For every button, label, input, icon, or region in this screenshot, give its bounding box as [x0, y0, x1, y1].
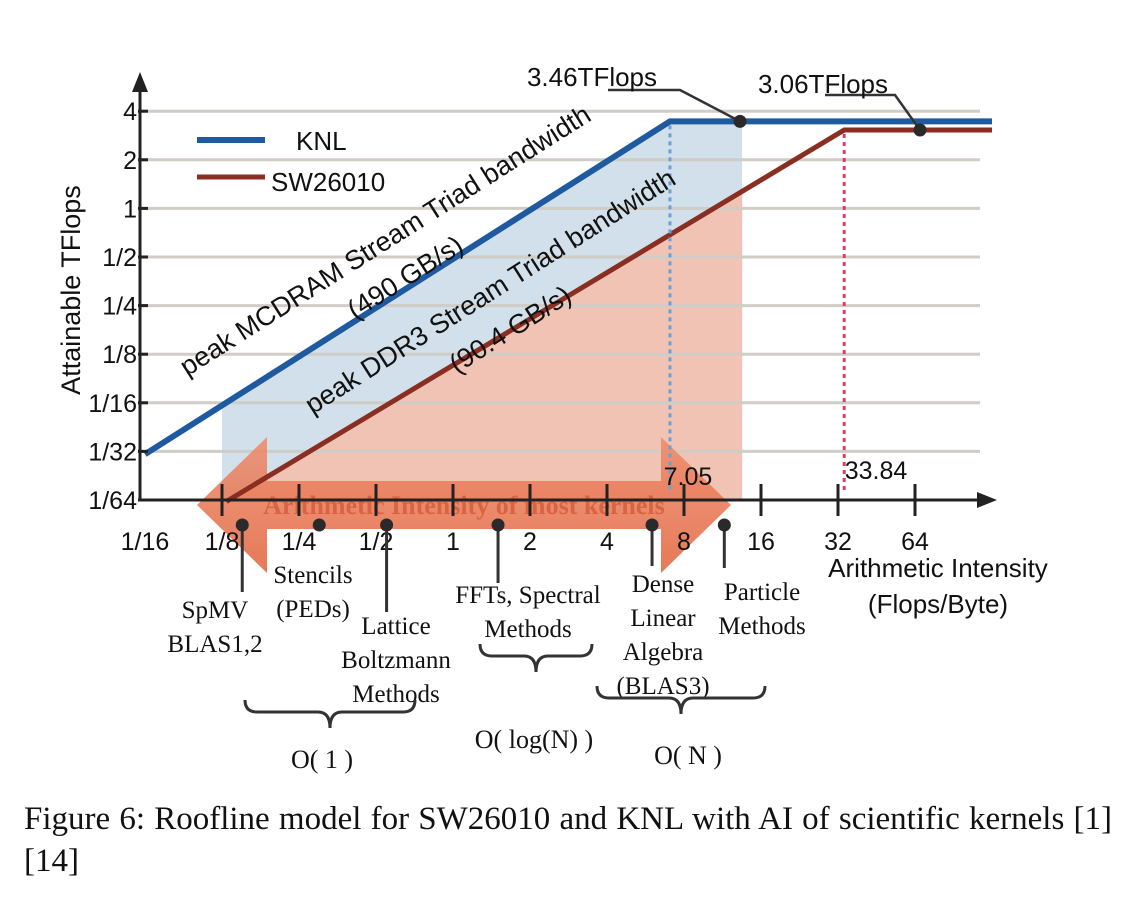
- kernel-marker: [491, 518, 505, 532]
- roofline-series-layer: [143, 118, 992, 504]
- kernel-label: Methods: [484, 616, 572, 643]
- x-tick-label: 16: [747, 528, 775, 556]
- ai-range-arrow-shape: [197, 437, 731, 573]
- x-axis-title-line2: (Flops/Byte): [868, 589, 1008, 619]
- knl-peak-marker: [733, 114, 747, 128]
- y-tick-label: 1/2: [102, 244, 137, 272]
- knl-peak-label: 3.46TFlops: [527, 62, 657, 92]
- knl-ridge-value: 7.05: [664, 463, 713, 491]
- x-tick-label: 1: [446, 528, 460, 556]
- complexity-brace: [478, 643, 594, 673]
- y-tick-label: 4: [123, 98, 137, 126]
- legend-knl-label: KNL: [296, 126, 347, 156]
- kernel-label: Methods: [718, 613, 806, 640]
- kernel-marker: [235, 518, 249, 532]
- y-tick-label: 1/64: [88, 487, 137, 515]
- kernel-marker: [717, 518, 731, 532]
- sw-peak-leader: [825, 93, 922, 131]
- grid-layer: [140, 109, 980, 453]
- kernel-label: Methods: [352, 681, 440, 708]
- kernel-label: (BLAS3): [616, 673, 709, 700]
- complexity-brace: [595, 685, 767, 715]
- sw-peak-label: 3.06TFlops: [758, 69, 888, 99]
- y-tick-label: 1: [123, 195, 137, 223]
- kernel-label: Boltzmann: [341, 647, 451, 674]
- ai-range-arrow-label: Arithmetic Intensity of most kernels: [263, 491, 665, 520]
- kernel-markers-layer: SpMV BLAS1,2 Stencils (PEDs) Lattice Boltzman…: [167, 518, 806, 774]
- axes-layer: 1/16 1/8 1/4 1/2 1 2 4 8 16 32 64 4 2 1 1/2 1/4 1/8 1/16 1…: [56, 72, 1048, 619]
- kernel-label: BLAS1,2: [167, 631, 262, 658]
- sw-peak-marker: [913, 123, 927, 137]
- knl-peak-leader: [608, 88, 741, 123]
- x-tick-label: 8: [677, 528, 691, 556]
- knl-roofline: [143, 118, 992, 457]
- kernel-label: Linear: [630, 605, 696, 632]
- x-axis-arrowhead: [977, 492, 997, 508]
- complexity-label: O( 1 ): [291, 745, 353, 774]
- y-tick-label: 1/8: [102, 341, 137, 369]
- complexity-brace: [243, 699, 417, 729]
- x-tick-label: 32: [824, 528, 852, 556]
- x-tick-label: 1/2: [359, 528, 394, 556]
- kernel-marker: [380, 518, 394, 532]
- y-tick-label: 2: [123, 147, 137, 175]
- y-tick-label: 1/32: [88, 438, 137, 466]
- kernel-label: Lattice: [361, 613, 430, 640]
- x-tick-label: 1/8: [205, 528, 240, 556]
- ai-range-arrow: Arithmetic Intensity of most kernels: [197, 437, 731, 573]
- kernel-label: SpMV: [182, 597, 249, 624]
- legend-sw26010-label: SW26010: [271, 167, 385, 197]
- kernel-label: Stencils: [273, 562, 352, 589]
- x-axis-title-line1: Arithmetic Intensity: [828, 553, 1048, 583]
- x-tick-label: 1/16: [121, 528, 170, 556]
- kernel-label: FFTs, Spectral: [455, 582, 601, 609]
- figure-caption: Figure 6: Roofline model for SW26010 and…: [24, 801, 1112, 879]
- roofline-chart: Arithmetic Intensity of most kernels 1/1…: [56, 62, 1048, 774]
- kernel-label: (PEDs): [276, 596, 350, 623]
- kernel-marker: [312, 518, 326, 532]
- sw26010-roofline: [225, 127, 992, 504]
- y-tick-label: 1/4: [102, 293, 137, 321]
- complexity-label: O( N ): [654, 741, 722, 770]
- y-axis-title: Attainable TFlops: [56, 185, 86, 395]
- x-tick-label: 1/4: [282, 528, 317, 556]
- x-tick-label: 2: [523, 528, 537, 556]
- y-axis-arrowhead: [132, 72, 148, 92]
- kernel-marker: [645, 518, 659, 532]
- kernel-label: Particle: [724, 579, 800, 606]
- y-tick-label: 1/16: [88, 390, 137, 418]
- sw-ridge-value: 33.84: [845, 457, 908, 485]
- x-tick-label: 64: [901, 528, 929, 556]
- kernel-label: Algebra: [623, 639, 704, 666]
- kernel-label: Dense: [632, 571, 694, 598]
- complexity-label: O( log(N) ): [475, 725, 593, 754]
- x-tick-label: 4: [600, 528, 614, 556]
